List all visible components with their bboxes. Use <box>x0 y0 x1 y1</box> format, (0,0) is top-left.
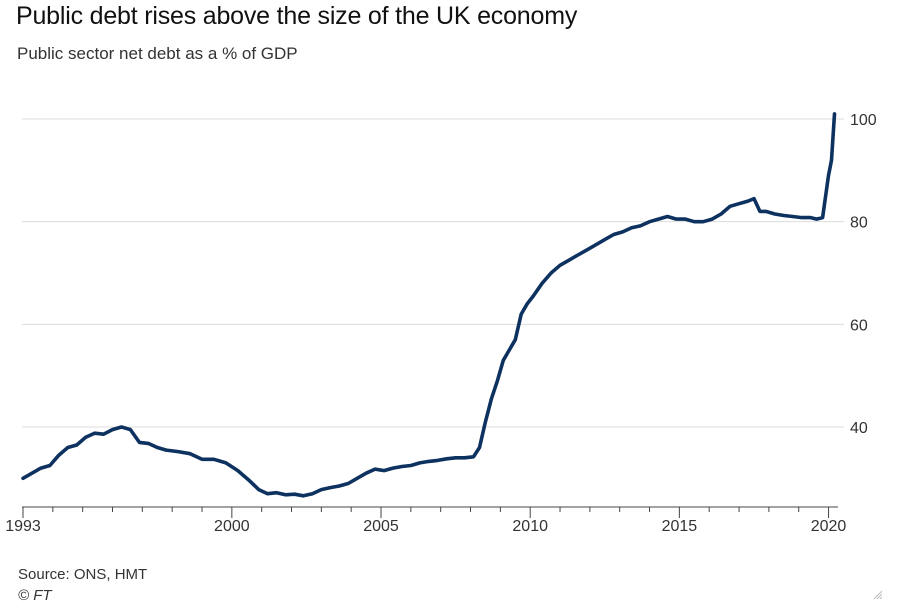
chart-title: Public debt rises above the size of the … <box>16 2 578 30</box>
x-tick-label-2000: 2000 <box>214 518 250 535</box>
chart-subtitle: Public sector net debt as a % of GDP <box>17 44 298 63</box>
ft-credit: © FT <box>18 587 52 604</box>
y-tick-label-100: 100 <box>850 112 877 129</box>
y-axis: 40 60 80 100 <box>850 112 877 437</box>
x-tick-label-2020: 2020 <box>811 518 847 535</box>
x-tick-label-1993: 1993 <box>5 518 41 535</box>
y-tick-label-40: 40 <box>850 420 868 437</box>
x-tick-label-2005: 2005 <box>363 518 399 535</box>
x-tick-label-2015: 2015 <box>662 518 698 535</box>
y-tick-label-60: 60 <box>850 317 868 334</box>
y-tick-label-80: 80 <box>850 215 868 232</box>
source-note: Source: ONS, HMT <box>18 566 148 583</box>
series-group <box>21 112 837 498</box>
x-axis: 1993 2000 2005 2010 2015 2020 <box>5 506 847 535</box>
gridlines <box>22 118 844 428</box>
x-tick-label-2010: 2010 <box>512 518 548 535</box>
resize-grip-icon <box>873 590 882 599</box>
series-line-0 <box>21 112 837 498</box>
